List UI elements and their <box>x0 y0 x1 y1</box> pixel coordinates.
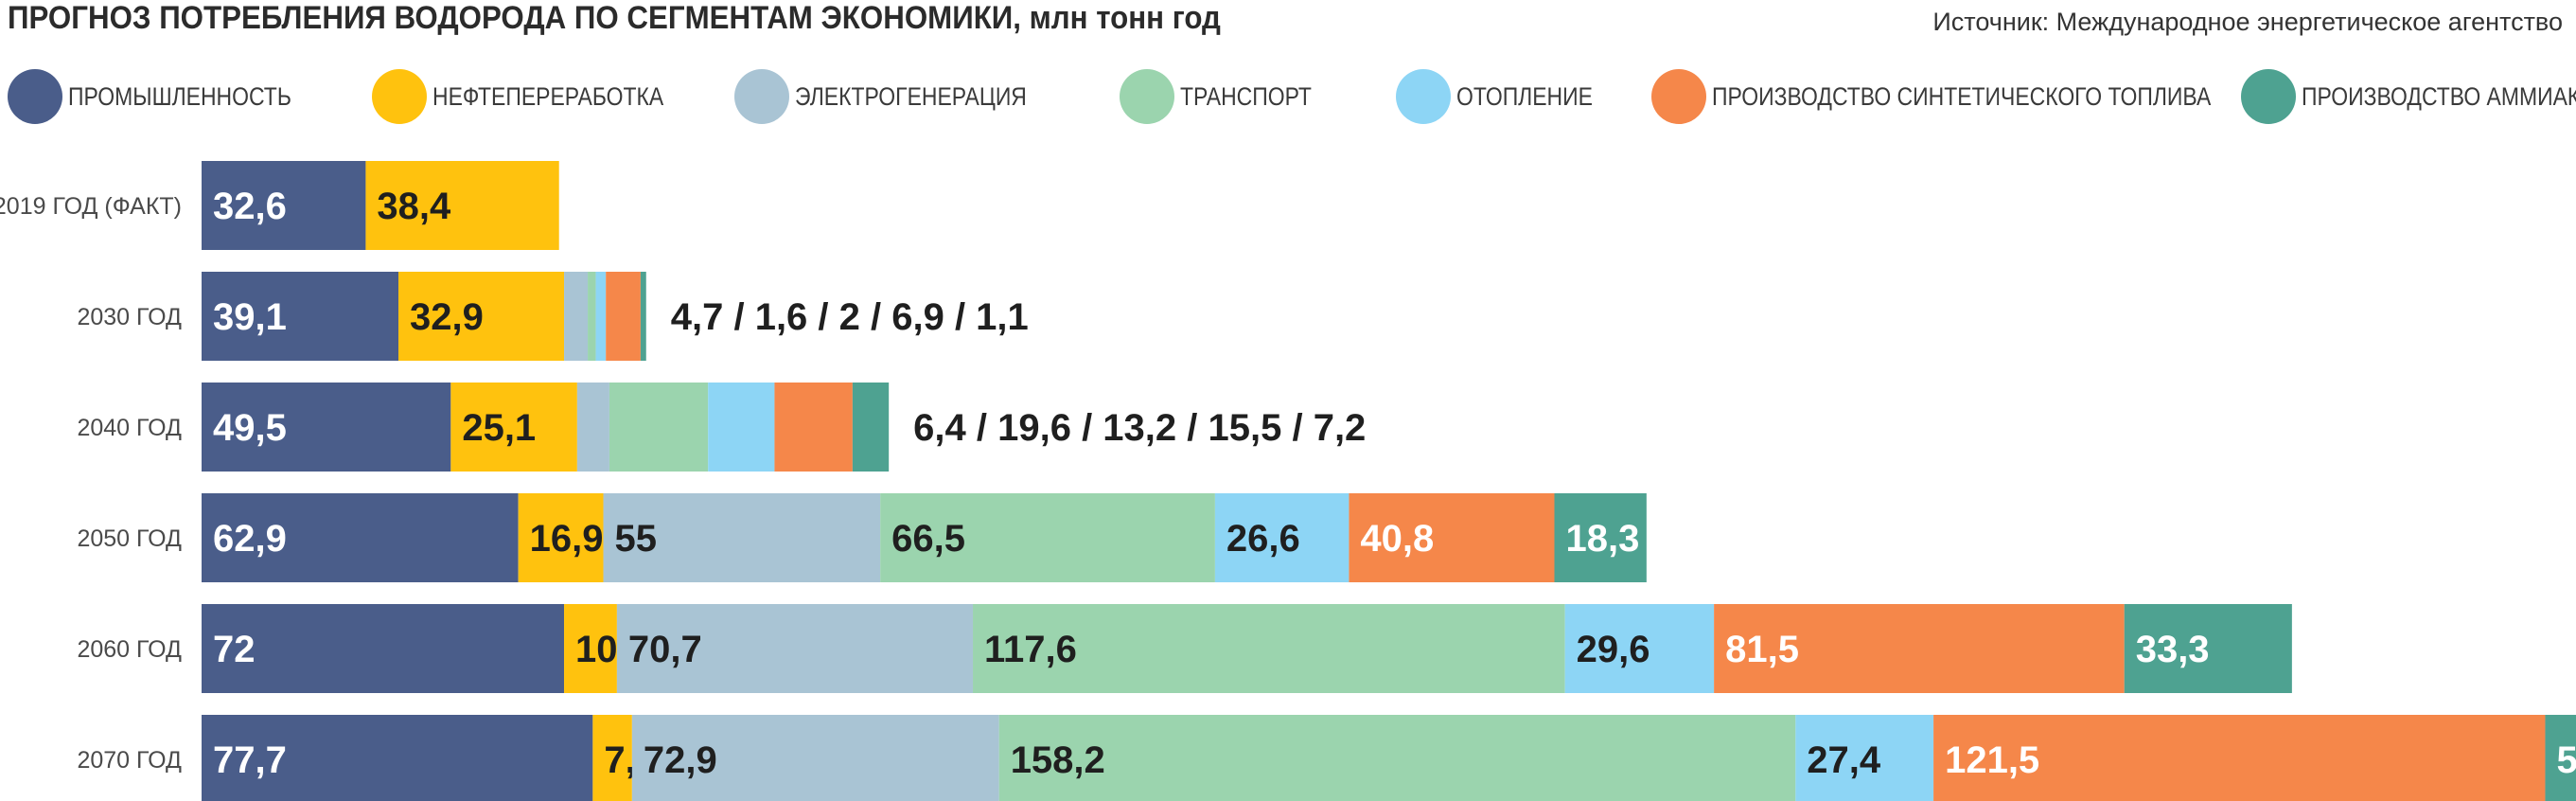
bar-segment <box>1795 715 1934 801</box>
bar-segment <box>708 383 775 472</box>
bar-segment <box>609 383 709 472</box>
legend-swatch-industry <box>8 69 62 124</box>
bar-segment <box>1554 493 1647 582</box>
bar-segment <box>202 272 399 361</box>
bar-segment <box>1349 493 1555 582</box>
data-label: 53,6 <box>2556 739 2576 781</box>
legend-label: ТРАНСПОРТ <box>1180 81 1312 111</box>
bar-segment <box>202 715 593 801</box>
bar-segment <box>606 272 641 361</box>
legend-item-heating: ОТОПЛЕНИЕ <box>1396 68 1616 125</box>
legend-item-power: ЭЛЕКТРОГЕНЕРАЦИЯ <box>734 68 1067 125</box>
legend-label: ПРОИЗВОДСТВО АММИАКА <box>2302 81 2576 111</box>
category-label: 2060 ГОД <box>77 636 182 663</box>
bar-segment <box>1564 604 1715 693</box>
legend-label: НЕФТЕПЕРЕРАБОТКА <box>432 81 664 111</box>
data-label: 16,9 <box>530 518 604 560</box>
legend-label: ОТОПЛЕНИЕ <box>1456 81 1593 111</box>
bar-segment <box>202 493 519 582</box>
legend-item-transport: ТРАНСПОРТ <box>1120 68 1334 125</box>
stacked-bar-chart: 2019 ГОД (ФАКТ) 32,6 38,4 2030 ГОД 39,1 32,9 4… <box>0 161 2576 801</box>
data-label: 27,4 <box>1807 739 1881 781</box>
bar-segment <box>774 383 853 472</box>
legend-item-refining: НЕФТЕПЕРЕРАБОТКА <box>372 68 704 125</box>
data-label: 70,7 <box>628 629 702 670</box>
data-label: 40,8 <box>1360 518 1434 560</box>
small-values-annotation: 6,4 / 19,6 / 13,2 / 15,5 / 7,2 <box>913 407 1366 449</box>
bar-segment <box>202 383 451 472</box>
bar-segment <box>588 272 596 361</box>
data-label: 26,6 <box>1226 518 1300 560</box>
data-label: 32,6 <box>213 186 287 227</box>
bar-segment <box>631 715 999 801</box>
bar-segment <box>616 604 974 693</box>
bar-segment <box>202 604 565 693</box>
data-label: 77,7 <box>213 739 287 781</box>
data-label: 55 <box>615 518 658 560</box>
legend-item-industry: ПРОМЫШЛЕННОСТЬ <box>8 68 331 125</box>
legend-swatch-power <box>734 69 789 124</box>
data-label: 49,5 <box>213 407 287 449</box>
data-label: 25,1 <box>462 407 536 449</box>
data-label: 72 <box>213 629 256 670</box>
bar-segment <box>1714 604 2125 693</box>
legend-label: ПРОИЗВОДСТВО СИНТЕТИЧЕСКОГО ТОПЛИВА <box>1712 81 2212 111</box>
source-note: Источник: Международное энергетическое а… <box>1932 8 2563 36</box>
data-label: 32,9 <box>410 296 484 338</box>
bar-segment <box>564 272 589 361</box>
bar-segment <box>603 493 881 582</box>
legend-swatch-refining <box>372 69 427 124</box>
data-label: 121,5 <box>1945 739 2039 781</box>
legend-item-ammonia: ПРОИЗВОДСТВО АММИАКА <box>2241 68 2576 125</box>
legend-swatch-transport <box>1120 69 1174 124</box>
category-label: 2070 ГОД <box>77 747 182 774</box>
legend-swatch-heating <box>1396 69 1451 124</box>
bar-segment <box>998 715 1796 801</box>
bar-segment <box>398 272 565 361</box>
bar-segment <box>2545 715 2576 801</box>
legend-swatch-ammonia <box>2241 69 2296 124</box>
legend-label: ПРОМЫШЛЕННОСТЬ <box>68 81 291 111</box>
data-label: 117,6 <box>984 629 1077 670</box>
bar-segment <box>640 272 646 361</box>
data-label: 66,5 <box>891 518 965 560</box>
chart-title: ПРОГНОЗ ПОТРЕБЛЕНИЯ ВОДОРОДА ПО СЕГМЕНТА… <box>8 0 1221 36</box>
bar-segment <box>450 383 577 472</box>
legend-swatch-synfuel <box>1651 69 1706 124</box>
data-label: 158,2 <box>1011 739 1105 781</box>
data-label: 62,9 <box>213 518 287 560</box>
category-label: 2040 ГОД <box>77 415 182 441</box>
data-label: 29,6 <box>1577 629 1650 670</box>
bar-segment <box>973 604 1565 693</box>
bar-segment <box>202 161 366 250</box>
legend: ПРОМЫШЛЕННОСТЬ НЕФТЕПЕРЕРАБОТКА ЭЛЕКТРОГ… <box>0 68 2576 125</box>
category-label: 2019 ГОД (ФАКТ) <box>0 193 182 220</box>
bar-segment <box>1933 715 2546 801</box>
bar-segment <box>880 493 1215 582</box>
small-values-annotation: 4,7 / 1,6 / 2 / 6,9 / 1,1 <box>671 296 1029 338</box>
bar-segment <box>1214 493 1350 582</box>
bar-segment <box>2124 604 2292 693</box>
data-label: 39,1 <box>213 296 287 338</box>
category-label: 2030 ГОД <box>77 304 182 330</box>
data-label: 33,3 <box>2136 629 2210 670</box>
data-label: 72,9 <box>644 739 717 781</box>
bar-segment <box>576 383 609 472</box>
legend-label: ЭЛЕКТРОГЕНЕРАЦИЯ <box>795 81 1027 111</box>
bar-segment <box>564 604 617 693</box>
data-label: 81,5 <box>1725 629 1799 670</box>
legend-item-synfuel: ПРОИЗВОДСТВО СИНТЕТИЧЕСКОГО ТОПЛИВА <box>1651 68 2299 125</box>
bar-segment <box>852 383 890 472</box>
bar-segment <box>592 715 632 801</box>
data-label: 18,3 <box>1565 518 1639 560</box>
category-label: 2050 ГОД <box>77 525 182 552</box>
bar-segment <box>595 272 607 361</box>
bar-segment <box>518 493 604 582</box>
bar-segment <box>365 161 559 250</box>
data-label: 38,4 <box>377 186 451 227</box>
